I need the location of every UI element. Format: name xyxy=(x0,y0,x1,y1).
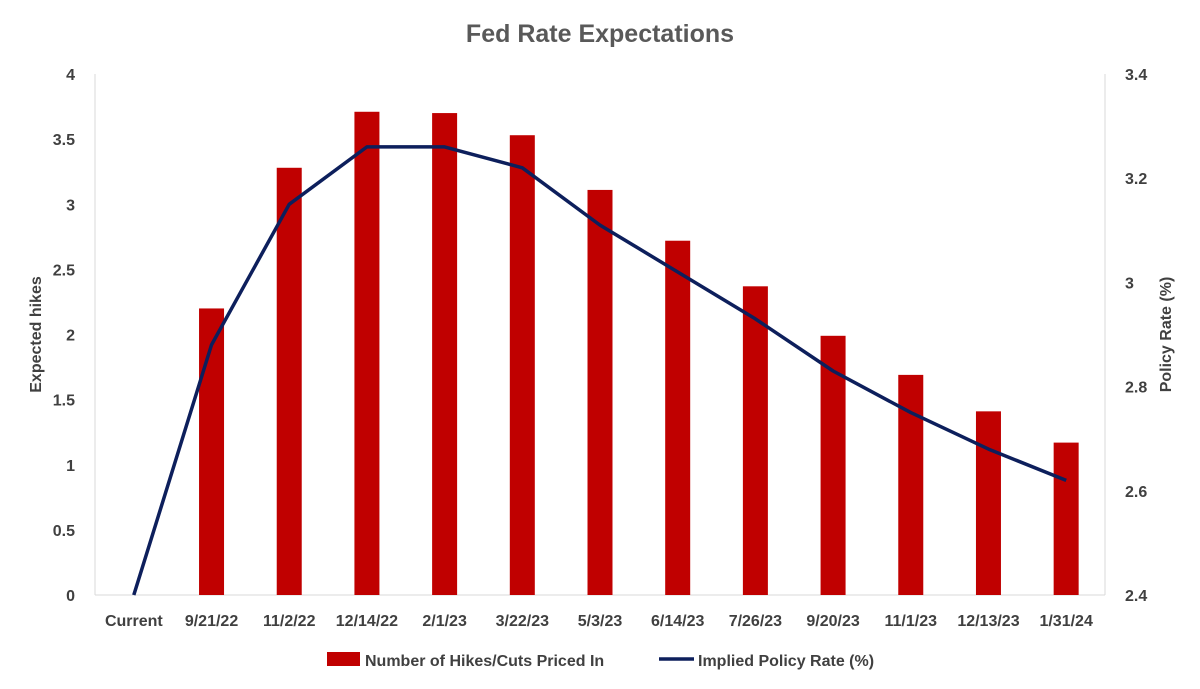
y-axis-left-label: Expected hikes xyxy=(28,276,45,393)
bar xyxy=(587,189,613,596)
y-left-tick-label: 1.5 xyxy=(53,393,75,410)
line-layer xyxy=(132,145,1067,596)
y-right-tick-label: 3.4 xyxy=(1125,67,1147,84)
x-tick-label: 2/1/23 xyxy=(422,613,467,630)
bar xyxy=(1053,442,1079,595)
y-right-tick-label: 2.4 xyxy=(1125,588,1147,605)
y-left-tick-label: 4 xyxy=(66,67,75,84)
x-tick-label: 5/3/23 xyxy=(578,613,623,630)
y-left-tick-label: 0 xyxy=(66,588,75,605)
x-tick-label: 12/14/22 xyxy=(336,613,398,630)
y-right-tick-label: 3 xyxy=(1125,275,1134,292)
x-tick-label: 9/20/23 xyxy=(806,613,859,630)
legend-label: Number of Hikes/Cuts Priced In xyxy=(365,653,604,670)
bar xyxy=(665,240,691,595)
x-tick-label: Current xyxy=(105,613,163,630)
bars-layer xyxy=(199,111,1079,596)
x-tick-label: 3/22/23 xyxy=(496,613,549,630)
legend-swatch-bar xyxy=(327,652,360,666)
bar xyxy=(354,111,380,596)
legend: Number of Hikes/Cuts Priced In Implied Po… xyxy=(327,652,874,670)
y-left-tick-label: 0.5 xyxy=(53,523,75,540)
x-tick-label: 12/13/23 xyxy=(957,613,1019,630)
y-right-tick-label: 3.2 xyxy=(1125,171,1147,188)
legend-label: Implied Policy Rate (%) xyxy=(698,653,874,670)
bar xyxy=(820,335,846,595)
y-left-tick-label: 3 xyxy=(66,197,75,214)
bar xyxy=(742,286,768,595)
x-tick-label: 11/1/23 xyxy=(885,613,938,630)
bar xyxy=(432,113,458,595)
chart-title: Fed Rate Expectations xyxy=(466,20,734,48)
y-left-tick-label: 2.5 xyxy=(53,262,75,279)
y-left-tick-label: 2 xyxy=(66,328,75,345)
x-tick-label: 6/14/23 xyxy=(651,613,704,630)
x-tick-label: 11/2/22 xyxy=(263,613,316,630)
bar xyxy=(276,167,302,595)
y-right-tick-label: 2.8 xyxy=(1125,380,1147,397)
y-left-tick-label: 3.5 xyxy=(53,132,75,149)
x-tick-label: 7/26/23 xyxy=(729,613,782,630)
bar xyxy=(199,308,225,595)
x-tick-label: 1/31/24 xyxy=(1039,613,1092,630)
y-left-tick-label: 1 xyxy=(66,458,75,475)
bar xyxy=(509,135,535,595)
x-tick-label: 9/21/22 xyxy=(185,613,238,630)
bar xyxy=(975,411,1001,595)
y-axis-right-label: Policy Rate (%) xyxy=(1158,277,1175,393)
y-right-tick-label: 2.6 xyxy=(1125,484,1147,501)
ticks-layer: 0 0.5 1 1.5 2 2.5 3 3.5 4 2.4 2.6 2.8 3 3.2 3.4 Current… xyxy=(28,67,1175,630)
series-line-implied-policy-rate xyxy=(132,145,1067,596)
